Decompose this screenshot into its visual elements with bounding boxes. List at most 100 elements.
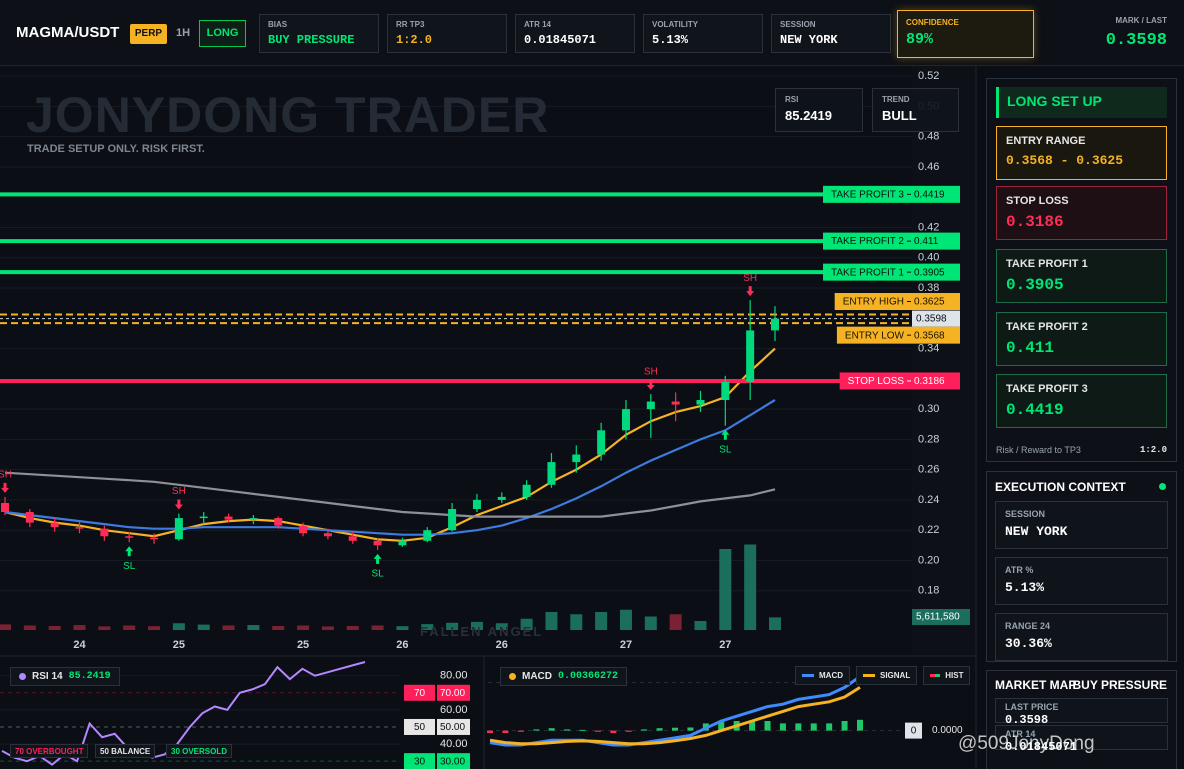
candle-body: [174, 518, 183, 540]
x-tick-label: 25: [173, 639, 185, 651]
candle-body: [323, 533, 332, 537]
target-value: 0.4419: [1006, 401, 1064, 419]
timeframe[interactable]: 1H: [176, 27, 191, 39]
moving-average: [4, 347, 776, 542]
candle-body: [75, 527, 84, 529]
context-value: NEW YORK: [1005, 524, 1068, 539]
volume-bar: [172, 623, 185, 630]
level-tag-label: TAKE PROFIT 1: [831, 267, 904, 278]
rsi-legend-item: 30 OVERSOLD: [166, 744, 233, 758]
candle-body: [671, 401, 680, 405]
entry-value: 0.3568 - 0.3625: [1006, 153, 1124, 168]
setup-panel: LONG SET UP ENTRY RANGE 0.3568 - 0.3625 …: [986, 78, 1177, 462]
confidence-value: 89%: [906, 31, 934, 48]
level-tag-value: 0.3625: [914, 297, 945, 308]
macd-line: [489, 675, 861, 747]
volume-bar: [23, 625, 36, 630]
swing-arrow: [1, 482, 9, 493]
map-value: 0.3598: [1005, 713, 1049, 727]
legend-item: MACD: [795, 666, 850, 685]
y-tick-label: 0.22: [918, 524, 939, 536]
swing-label: SH: [0, 470, 12, 481]
trend-box-value: BULL: [882, 108, 917, 123]
volume-bar: [595, 612, 608, 630]
stat-label: ATR 14: [524, 20, 551, 29]
context-label: RANGE 24: [1005, 621, 1051, 631]
level-tag: [823, 185, 960, 203]
candle-body: [597, 430, 606, 455]
candle-body: [721, 381, 730, 401]
volume-bar: [321, 626, 334, 630]
confidence-box: CONFIDENCE 89%: [897, 10, 1034, 58]
volume-bar: [346, 625, 359, 630]
chart-title: JONYDONG TRADER: [26, 87, 550, 143]
stat-box: SESSION NEW YORK: [771, 14, 891, 53]
volume-tag: [912, 609, 970, 625]
legend-item: HIST: [923, 666, 971, 685]
market-map-title: MARKET MAP: [995, 678, 1077, 692]
map-card: LAST PRICE 0.3598: [995, 698, 1168, 727]
volume-bar: [619, 609, 632, 630]
hist-bar: [810, 723, 817, 731]
rsi-title: RSI 14: [32, 671, 63, 682]
hist-bar: [502, 730, 509, 733]
stop-value: 0.3186: [1006, 213, 1064, 231]
status-dot: [1159, 483, 1166, 490]
context-panel: EXECUTION CONTEXT SESSION NEW YORK ATR % 5.…: [986, 471, 1177, 662]
hist-bar: [687, 727, 694, 731]
swing-label: SH: [644, 367, 658, 378]
candle-body: [621, 409, 630, 431]
rsi-legend-item: 50 BALANCE: [95, 744, 156, 758]
candle-body: [646, 401, 655, 410]
y-tick-label: 0.28: [918, 433, 939, 445]
context-label: ATR %: [1005, 565, 1034, 575]
confidence-label: CONFIDENCE: [906, 18, 959, 27]
x-tick-label: 25: [297, 639, 309, 651]
level-tag: [404, 684, 435, 701]
hist-bar: [656, 728, 663, 731]
level-tag: [437, 684, 470, 701]
volume-bar: [470, 621, 483, 630]
volume-bar: [644, 616, 657, 630]
level-tag-label: 30.00: [440, 756, 465, 767]
context-card: ATR % 5.13%: [995, 557, 1168, 605]
legend-label: HIST: [945, 671, 964, 680]
target-card: TAKE PROFIT 2 0.411: [996, 311, 1167, 366]
legend-label: MACD: [819, 671, 843, 680]
swing-label: SH: [172, 486, 186, 497]
candle-body: [746, 330, 755, 382]
candle-body: [1, 502, 9, 513]
candle-body: [497, 496, 506, 500]
hist-bar: [548, 728, 555, 731]
volume-bar: [545, 612, 558, 630]
hist-bar: [594, 730, 601, 732]
candle-body: [547, 462, 556, 485]
price-axis-bg: [912, 66, 976, 656]
target-value: 0.3905: [1006, 276, 1064, 294]
x-tick-label: 26: [396, 639, 408, 651]
mark-value: 0.3598: [1105, 31, 1167, 50]
rsi-dot: [19, 673, 26, 680]
candle-body: [224, 516, 233, 520]
target-card: TAKE PROFIT 3 0.4419: [996, 374, 1167, 428]
stat-value: 0.01845071: [524, 33, 597, 47]
rsi-pill: RSI 14 85.2419: [10, 667, 120, 686]
level-tag: [834, 293, 960, 311]
candle-body: [448, 509, 457, 531]
swing-label: SH: [743, 273, 757, 284]
stat-value: BUY PRESSURE: [268, 33, 355, 47]
level-tag-label: 50.00: [440, 722, 465, 733]
macd-value: 0.00366272: [558, 671, 619, 682]
context-label: SESSION: [1005, 509, 1046, 519]
candle-body: [771, 318, 779, 331]
side-badge: LONG: [199, 20, 246, 47]
volume-bar: [669, 614, 682, 630]
level-tag-value: 0.411: [914, 236, 939, 247]
volume-bar: [694, 621, 707, 630]
hist-bar: [779, 723, 786, 731]
legend-swatch: [863, 674, 875, 677]
volume-bar: [371, 625, 384, 630]
context-card: RANGE 24 30.36%: [995, 613, 1168, 661]
legend-label: SIGNAL: [880, 671, 911, 680]
rr-value: 1:2.0: [1139, 445, 1167, 455]
